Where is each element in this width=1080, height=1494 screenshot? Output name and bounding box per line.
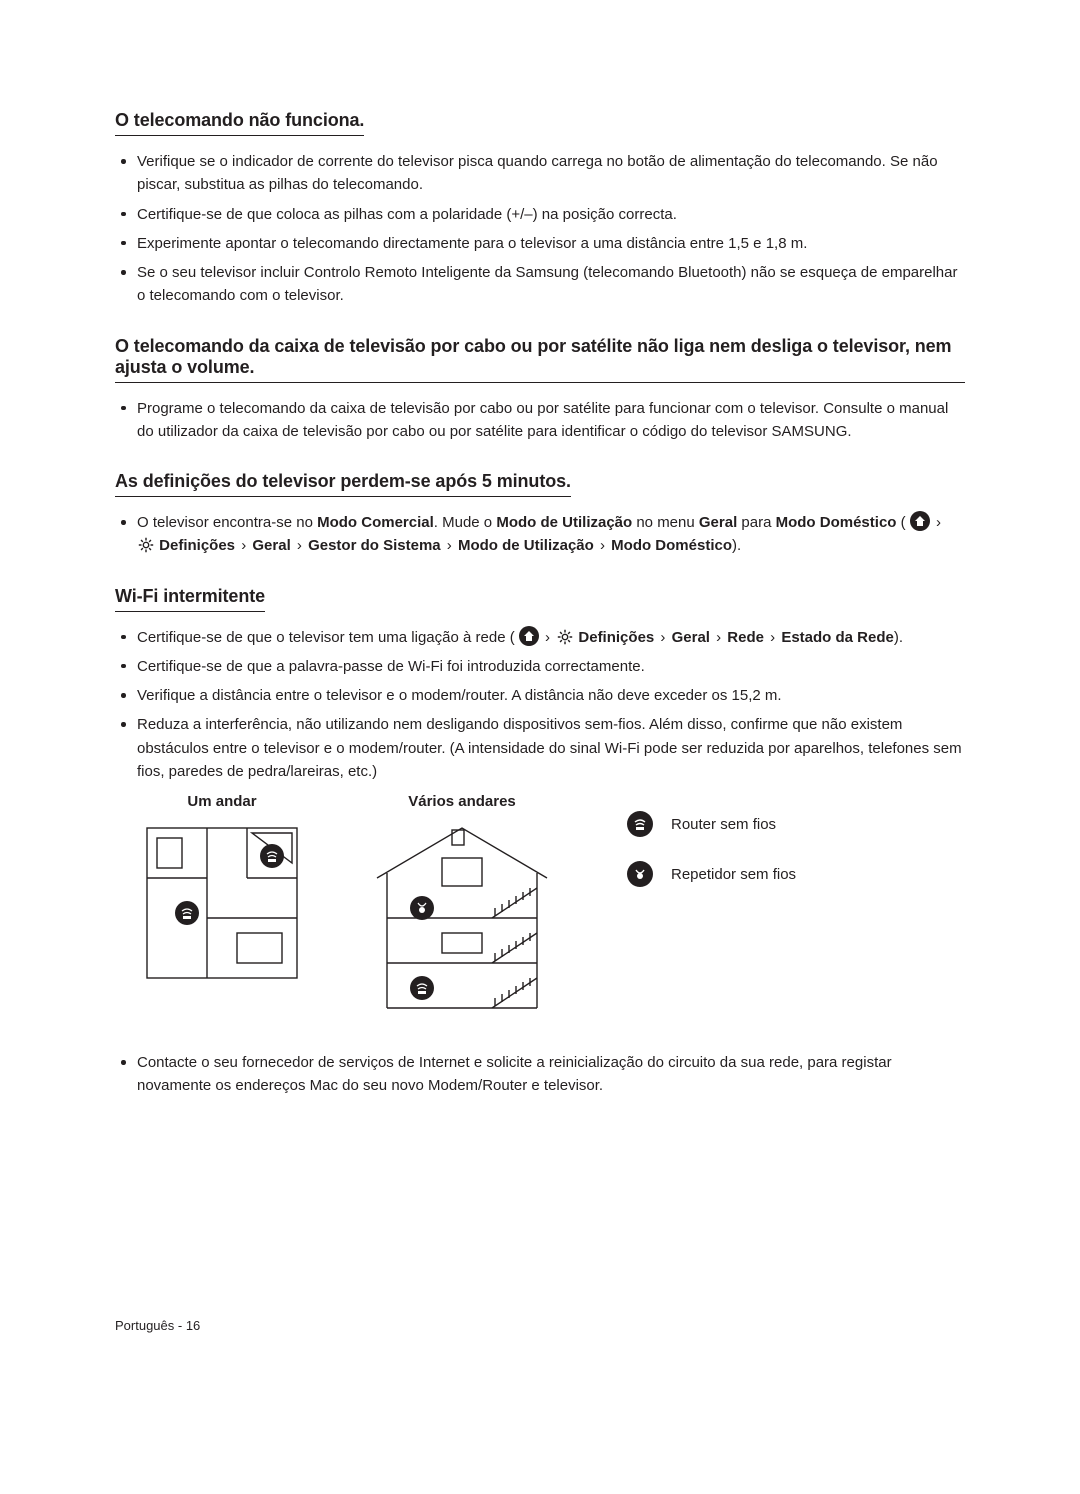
- lost-list: O televisor encontra-se no Modo Comercia…: [115, 511, 965, 558]
- list-item: Se o seu televisor incluir Controlo Remo…: [137, 261, 965, 308]
- t: Certifique-se de que o televisor tem uma…: [137, 629, 515, 646]
- t: O televisor encontra-se no: [137, 514, 317, 531]
- list-item: Contacte o seu fornecedor de serviços de…: [137, 1051, 965, 1098]
- path-step: Geral: [672, 629, 710, 646]
- section-cablebox: O telecomando da caixa de televisão por …: [115, 336, 965, 444]
- list-item: Verifique a distância entre o televisor …: [137, 684, 965, 707]
- t: no menu: [632, 514, 699, 531]
- path-step: Geral: [252, 537, 290, 554]
- home-icon: [519, 626, 539, 646]
- footer-lang: Português: [115, 1318, 174, 1333]
- section-wifi: Wi-Fi intermitente Certifique-se de que …: [115, 586, 965, 1098]
- diagram-title: Vários andares: [367, 793, 557, 810]
- wifi-list: Certifique-se de que o televisor tem uma…: [115, 626, 965, 784]
- list-item: Certifique-se de que coloca as pilhas co…: [137, 203, 965, 226]
- legend-repeater: Repetidor sem fios: [627, 861, 796, 887]
- t: ).: [732, 537, 741, 554]
- legend-router: Router sem fios: [627, 811, 796, 837]
- path-step: Modo de Utilização: [458, 537, 594, 554]
- path-step: Gestor do Sistema: [308, 537, 441, 554]
- footer-page: 16: [186, 1318, 200, 1333]
- remote-list: Verifique se o indicador de corrente do …: [115, 150, 965, 308]
- path-sep: ›: [598, 537, 607, 554]
- t: Modo Doméstico: [776, 514, 897, 531]
- path-sep: ›: [295, 537, 304, 554]
- diagram-multi-floor: Vários andares: [367, 793, 557, 1023]
- path-step: Modo Doméstico: [611, 537, 732, 554]
- t: para: [737, 514, 775, 531]
- path-step: Definições: [159, 537, 235, 554]
- section-title-cablebox: O telecomando da caixa de televisão por …: [115, 336, 965, 383]
- path-sep: ›: [239, 537, 248, 554]
- section-title-lost: As definições do televisor perdem-se apó…: [115, 471, 571, 497]
- repeater-icon: [627, 861, 653, 887]
- cablebox-list: Programe o telecomando da caixa de telev…: [115, 397, 965, 444]
- house-icon: [367, 818, 557, 1018]
- gear-icon: [137, 536, 155, 554]
- path-sep: ›: [658, 629, 667, 646]
- t: Modo de Utilização: [496, 514, 632, 531]
- legend-label: Repetidor sem fios: [671, 866, 796, 883]
- section-title-wifi: Wi-Fi intermitente: [115, 586, 265, 612]
- t: Geral: [699, 514, 737, 531]
- list-item: Programe o telecomando da caixa de telev…: [137, 397, 965, 444]
- t: (: [896, 514, 909, 531]
- wifi-diagram-row: Um andar: [137, 793, 965, 1023]
- path-sep: ›: [768, 629, 777, 646]
- t: ).: [894, 629, 903, 646]
- floorplan-icon: [137, 818, 307, 988]
- list-item: Reduza a interferência, não utilizando n…: [137, 713, 965, 783]
- t: . Mude o: [434, 514, 497, 531]
- list-item: Certifique-se de que o televisor tem uma…: [137, 626, 965, 649]
- list-item: Experimente apontar o telecomando direct…: [137, 232, 965, 255]
- path-step: Estado da Rede: [781, 629, 894, 646]
- gear-icon: [556, 628, 574, 646]
- diagram-single-floor: Um andar: [137, 793, 307, 993]
- section-lost-settings: As definições do televisor perdem-se apó…: [115, 471, 965, 558]
- list-item: O televisor encontra-se no Modo Comercia…: [137, 511, 965, 558]
- path-sep: ›: [934, 514, 943, 531]
- path-step: Definições: [578, 629, 654, 646]
- diagram-legend: Router sem fios Repetidor sem fios: [627, 793, 796, 911]
- diagram-title: Um andar: [137, 793, 307, 810]
- t: Modo Comercial: [317, 514, 434, 531]
- path-step: Rede: [727, 629, 764, 646]
- list-item: Verifique se o indicador de corrente do …: [137, 150, 965, 197]
- page-footer: Português - 16: [115, 1318, 965, 1333]
- path-sep: ›: [714, 629, 723, 646]
- section-title-remote: O telecomando não funciona.: [115, 110, 364, 136]
- list-item: Certifique-se de que a palavra-passe de …: [137, 655, 965, 678]
- legend-label: Router sem fios: [671, 816, 776, 833]
- page: O telecomando não funciona. Verifique se…: [0, 0, 1080, 1393]
- router-icon: [627, 811, 653, 837]
- section-remote: O telecomando não funciona. Verifique se…: [115, 110, 965, 308]
- wifi-list-2: Contacte o seu fornecedor de serviços de…: [115, 1051, 965, 1098]
- path-sep: ›: [445, 537, 454, 554]
- home-icon: [910, 511, 930, 531]
- path-sep: ›: [543, 629, 552, 646]
